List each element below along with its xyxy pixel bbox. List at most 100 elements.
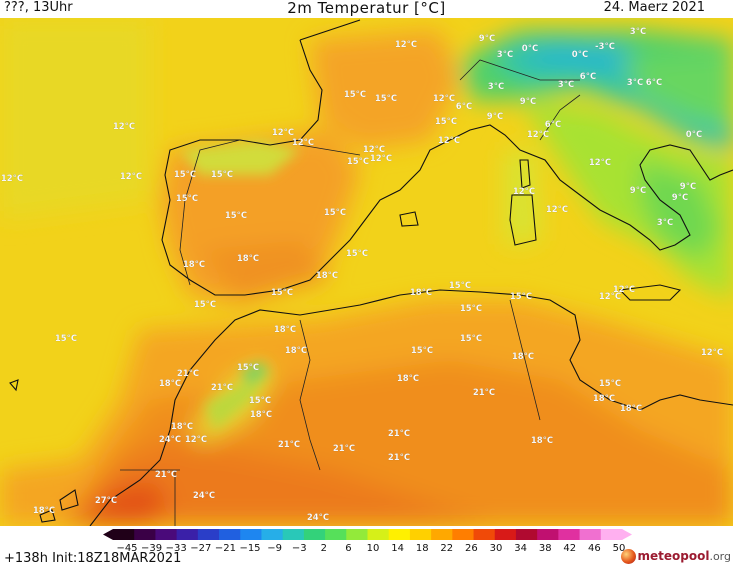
- temperature-label: 21°C: [177, 369, 199, 379]
- legend-swatch: [494, 529, 517, 540]
- temperature-label: 12°C: [185, 435, 207, 445]
- temperature-label: 15°C: [435, 117, 457, 127]
- temperature-label: 12°C: [370, 154, 392, 164]
- legend-swatch: [261, 529, 284, 540]
- terrain-detail: [180, 140, 300, 430]
- legend-swatch: [537, 529, 559, 540]
- legend-swatch: [219, 529, 241, 540]
- temperature-label: 0°C: [522, 44, 538, 54]
- legend-tick-label: 30: [490, 543, 503, 554]
- temperature-label: 24°C: [307, 513, 329, 523]
- temperature-label: 21°C: [278, 440, 300, 450]
- temperature-label: 12°C: [527, 130, 549, 140]
- temperature-label: 15°C: [211, 170, 233, 180]
- temperature-label: 15°C: [460, 334, 482, 344]
- temperature-label: 3°C: [657, 218, 673, 228]
- legend-swatch: [367, 529, 390, 540]
- temperature-label: 12°C: [513, 187, 535, 197]
- legend-swatch: [282, 529, 305, 540]
- legend-tick-label: 34: [514, 543, 527, 554]
- legend-swatch: [113, 529, 135, 540]
- temperature-label: 9°C: [479, 34, 495, 44]
- temperature-label: 15°C: [411, 346, 433, 356]
- temperature-label: 12°C: [120, 172, 142, 182]
- temperature-label: 12°C: [701, 348, 723, 358]
- temperature-label: 3°C: [627, 78, 643, 88]
- temperature-label: 3°C: [497, 50, 513, 60]
- run-info: +138h Init:18Z18MAR2021: [4, 551, 182, 566]
- legend-swatch: [431, 529, 453, 540]
- legend-tick-label: −9: [267, 543, 282, 554]
- temperature-label: 0°C: [686, 130, 702, 140]
- temperature-labels: 12°C9°C0°C3°C-3°C3°C0°C6°C3°C 3°C 3°C 6°C12…: [1, 27, 724, 523]
- legend-swatch: [515, 529, 538, 540]
- color-scale-legend: −45 −39 −33 −27 −21 −15 −9 −3 2 6 10 14 18 22 26 30 34 38…: [103, 529, 632, 554]
- legend-tick-label: 18: [416, 543, 429, 554]
- temperature-label: 18°C: [274, 325, 296, 335]
- temperature-label: 21°C: [211, 383, 233, 393]
- temperature-label: 12°C: [589, 158, 611, 168]
- legend-tick-label: 2: [321, 543, 327, 554]
- temperature-label: 24°C: [159, 435, 181, 445]
- temperature-label: 18°C: [250, 410, 272, 420]
- temperature-label: 18°C: [620, 404, 642, 414]
- temperature-label: 12°C: [433, 94, 455, 104]
- temperature-label: 18°C: [171, 422, 193, 432]
- legend-tick-label: 42: [563, 543, 576, 554]
- temperature-label: 15°C: [347, 157, 369, 167]
- temperature-label: 3°C: [630, 27, 646, 37]
- temperature-label: 12°C: [292, 138, 314, 148]
- temperature-label: 12°C: [272, 128, 294, 138]
- temperature-label: 15°C: [55, 334, 77, 344]
- legend-min-arrow: [103, 529, 113, 540]
- legend-tick-label: 14: [391, 543, 404, 554]
- temperature-label: 21°C: [473, 388, 495, 398]
- temperature-label: 18°C: [285, 346, 307, 356]
- legend-swatch: [134, 529, 156, 540]
- legend-swatch: [155, 529, 178, 540]
- temperature-label: 15°C: [237, 363, 259, 373]
- temperature-label: 12°C: [1, 174, 23, 184]
- temperature-label: -3°C: [595, 42, 615, 52]
- temperature-label: 24°C: [193, 491, 215, 501]
- legend-swatch: [452, 529, 475, 540]
- legend-tick-label: −3: [292, 543, 307, 554]
- temperature-label: 21°C: [388, 429, 410, 439]
- temperature-label: 18°C: [397, 374, 419, 384]
- temperature-label: 18°C: [410, 288, 432, 298]
- legend-tick-label: 26: [465, 543, 478, 554]
- meteopool-logo[interactable]: meteopool .org: [620, 547, 731, 565]
- temperature-label: 9°C: [520, 97, 536, 107]
- temperature-label: 9°C: [672, 193, 688, 203]
- temperature-label: 18°C: [593, 394, 615, 404]
- legend-swatch: [388, 529, 411, 540]
- legend-tick-label: −15: [239, 543, 260, 554]
- temperature-label: 9°C: [680, 182, 696, 192]
- legend-tick-label: 10: [367, 543, 380, 554]
- temperature-label: 18°C: [512, 352, 534, 362]
- temperature-map: 12°C9°C0°C3°C-3°C3°C0°C6°C3°C 3°C 3°C 6°C12…: [0, 18, 733, 526]
- temperature-label: 12°C: [438, 136, 460, 146]
- legend-swatch: [346, 529, 368, 540]
- legend-tick-label: −33: [166, 543, 187, 554]
- temperature-label: 15°C: [174, 170, 196, 180]
- temperature-label: 6°C: [456, 102, 472, 112]
- temperature-label: 15°C: [599, 379, 621, 389]
- temperature-label: 18°C: [531, 436, 553, 446]
- temperature-label: 0°C: [572, 50, 588, 60]
- legend-tick-label: 22: [440, 543, 453, 554]
- forecast-date: 24. Maerz 2021: [603, 0, 705, 15]
- temperature-label: 18°C: [237, 254, 259, 264]
- legend-tick-label: 38: [539, 543, 552, 554]
- temperature-label: 12°C: [613, 285, 635, 295]
- temperature-label: 15°C: [460, 304, 482, 314]
- legend-max-arrow: [622, 529, 632, 540]
- temperature-label: 6°C: [646, 78, 662, 88]
- temperature-label: 15°C: [510, 292, 532, 302]
- temperature-label: 15°C: [176, 194, 198, 204]
- legend-swatch: [473, 529, 496, 540]
- temperature-label: 15°C: [194, 300, 216, 310]
- temperature-label: 15°C: [225, 211, 247, 221]
- temperature-label: 15°C: [271, 288, 293, 298]
- temperature-label: 12°C: [395, 40, 417, 50]
